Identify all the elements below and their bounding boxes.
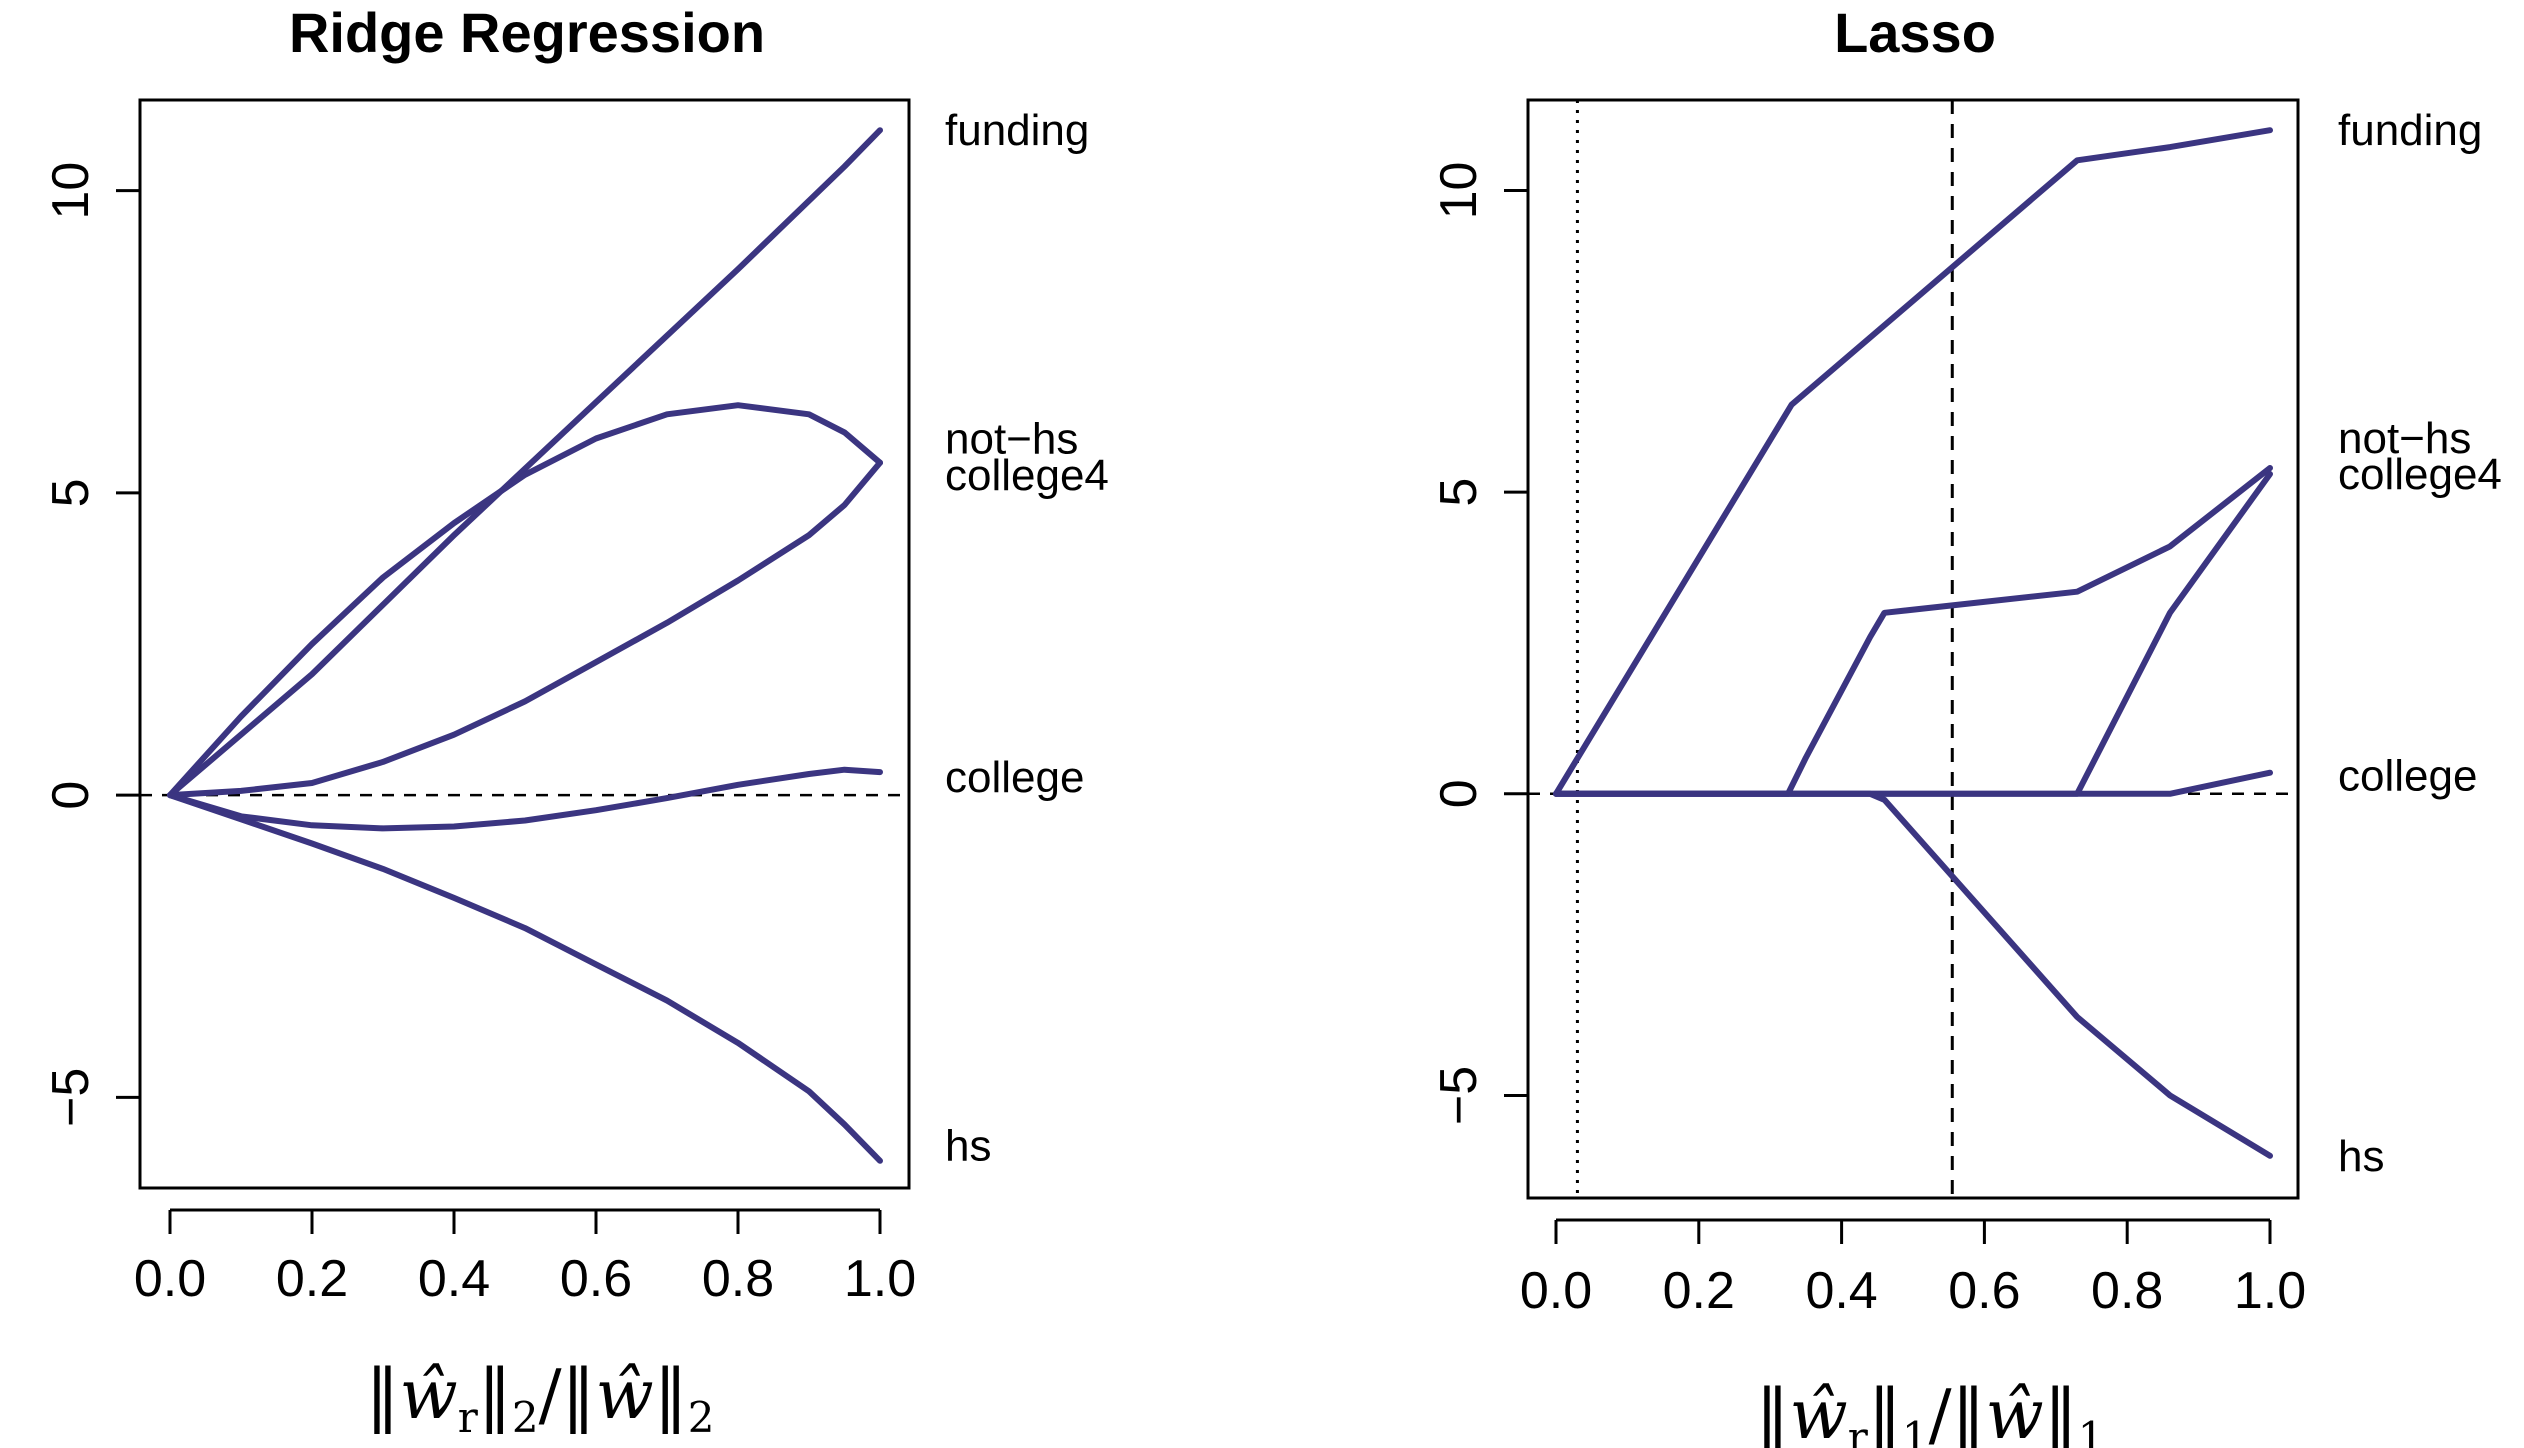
ridge-plot-frame	[138, 98, 911, 1190]
lasso-series-label-1: not−hs	[2338, 414, 2471, 463]
ridge-x-tick-label: 0.6	[560, 1250, 632, 1308]
ridge-title: Ridge Regression	[289, 1, 765, 64]
lasso-series-line-1	[1553, 465, 2273, 797]
lasso-y-tick-label: 10	[1430, 162, 1488, 220]
ridge-series-label-1: not−hs	[945, 414, 1078, 463]
ridge-y-tick-label: 10	[42, 162, 100, 220]
lasso-series-label-3: college	[2338, 752, 2477, 801]
lasso-panel: Lasso ‖ŵr‖1/‖ŵ‖1 0.0 0.2 0.4 0.6 0.8 1.0 −5 0 5 1…	[1430, 1, 2502, 1448]
ridge-x-tick-label: 0.8	[702, 1250, 774, 1308]
lasso-x-tick-label: 1.0	[2234, 1262, 2306, 1320]
lasso-xlabel: ‖ŵr‖1/‖ŵ‖1	[1756, 1376, 2105, 1448]
ridge-series-label-2: college4	[945, 451, 1109, 500]
ridge-y-tick-label: 0	[42, 781, 100, 810]
ridge-x-tick-label: 0.0	[134, 1250, 206, 1308]
lasso-x-tick-label: 0.2	[1663, 1262, 1735, 1320]
ridge-series-line-1	[167, 402, 883, 799]
ridge-x-tick-label: 0.2	[276, 1250, 348, 1308]
ridge-y-tick-label: −5	[42, 1068, 100, 1127]
lasso-series-label-4: hs	[2338, 1132, 2384, 1181]
lasso-x-tick-label: 0.6	[1948, 1262, 2020, 1320]
lasso-x-tick-label: 0.4	[1805, 1262, 1877, 1320]
ridge-series-line-0	[167, 127, 883, 799]
lasso-series-line-0	[1553, 127, 2273, 797]
lasso-x-tick-label: 0.0	[1520, 1262, 1592, 1320]
lasso-series-line-3	[1553, 769, 2273, 797]
ridge-x-tick-label: 1.0	[844, 1250, 916, 1308]
ridge-series-label-0: funding	[945, 106, 1089, 155]
lasso-series-line-2	[1553, 471, 2273, 797]
ridge-xlabel: ‖ŵr‖2/‖ŵ‖2	[366, 1356, 715, 1442]
ridge-series-line-2	[167, 459, 883, 799]
ridge-series-label-4: hs	[945, 1122, 991, 1171]
ridge-series-line-4	[167, 792, 883, 1164]
lasso-y-tick-label: 0	[1430, 779, 1488, 808]
lasso-title: Lasso	[1834, 1, 1996, 64]
lasso-y-tick-label: 5	[1430, 478, 1488, 507]
ridge-series-label-3: college	[945, 753, 1084, 802]
lasso-x-tick-label: 0.8	[2091, 1262, 2163, 1320]
lasso-series-label-0: funding	[2338, 106, 2482, 155]
lasso-series-line-4	[1553, 790, 2273, 1159]
ridge-x-tick-label: 0.4	[418, 1250, 490, 1308]
lasso-series-label-2: college4	[2338, 450, 2502, 499]
ridge-series-line-3	[167, 766, 883, 832]
ridge-panel: Ridge Regression ‖ŵr‖2/‖ŵ‖2 0.0 0.2 0.4 0.6…	[42, 1, 1109, 1442]
lasso-y-tick-label: −5	[1430, 1066, 1488, 1125]
ridge-y-tick-label: 5	[42, 478, 100, 507]
